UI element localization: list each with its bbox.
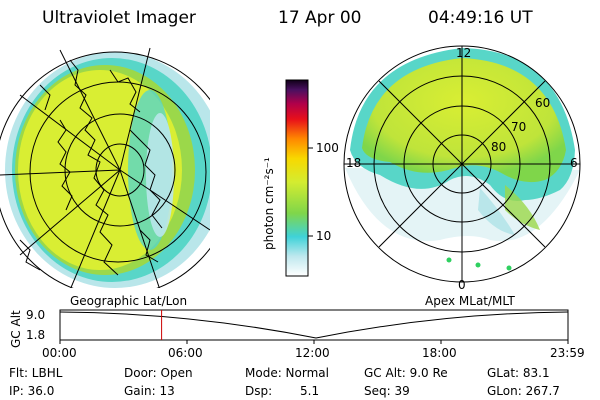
polar-grid [343, 45, 581, 283]
polar-label-noon: 12 [456, 46, 472, 60]
info-gc-alt: GC Alt: 9.0 Re [364, 366, 448, 380]
altitude-xtick-0: 00:00 [42, 346, 77, 360]
altitude-xtick-4: 23:59 [550, 346, 585, 360]
polar-ring-70: 70 [511, 120, 527, 134]
colorbar-tick-10: 10 [316, 229, 332, 243]
apex-label: Apex MLat/MLT [425, 294, 515, 308]
info-mode: Mode: Normal [245, 366, 329, 380]
altitude-plot [59, 309, 569, 344]
altitude-xtick-3: 18:00 [422, 346, 457, 360]
info-gain: Gain: 13 [124, 384, 175, 398]
geographic-map [0, 47, 210, 288]
colorbar [285, 79, 309, 277]
info-glat: GLat: 83.1 [487, 366, 550, 380]
latlon-grid [0, 47, 210, 288]
polar-label-dusk: 18 [346, 156, 362, 170]
instrument-title: Ultraviolet Imager [42, 8, 196, 28]
geographic-label: Geographic Lat/Lon [70, 294, 188, 308]
aurora-patch-faint [146, 113, 174, 237]
info-glon: GLon: 267.7 [487, 384, 560, 398]
aurora-oval-polar [362, 58, 566, 183]
colorbar-unit-label: photon cm⁻²s⁻¹ [262, 157, 276, 250]
time-label: 04:49:16 UT [428, 8, 533, 28]
info-door: Door: Open [124, 366, 193, 380]
colorbar-tick-100: 100 [316, 141, 339, 155]
altitude-xtick-2: 12:00 [295, 346, 330, 360]
polar-ring-60: 60 [535, 96, 551, 110]
altitude-xtick-1: 06:00 [168, 346, 203, 360]
info-filter: Flt: LBHL [9, 366, 63, 380]
polar-plot [343, 45, 581, 283]
info-dsp-value: 5.1 [300, 384, 320, 398]
station-dot [506, 265, 512, 271]
altitude-ytick-low: 1.8 [26, 328, 46, 342]
polar-label-midnight: 0 [458, 278, 466, 292]
info-ip: IP: 36.0 [9, 384, 55, 398]
altitude-ylabel: GC Alt [9, 310, 23, 348]
date-label: 17 Apr 00 [278, 8, 362, 28]
station-dot [446, 257, 452, 263]
station-dot [475, 262, 481, 268]
colorbar-ticks [308, 147, 313, 237]
altitude-ytick-high: 9.0 [26, 308, 46, 322]
coastlines [19, 59, 163, 276]
info-dsp-label: Dsp: [245, 384, 273, 398]
info-seq: Seq: 39 [364, 384, 410, 398]
aurora-streak-faint [478, 188, 515, 235]
polar-ring-80: 80 [491, 140, 507, 154]
altitude-curve [59, 311, 569, 339]
polar-label-dawn: 6 [570, 156, 578, 170]
